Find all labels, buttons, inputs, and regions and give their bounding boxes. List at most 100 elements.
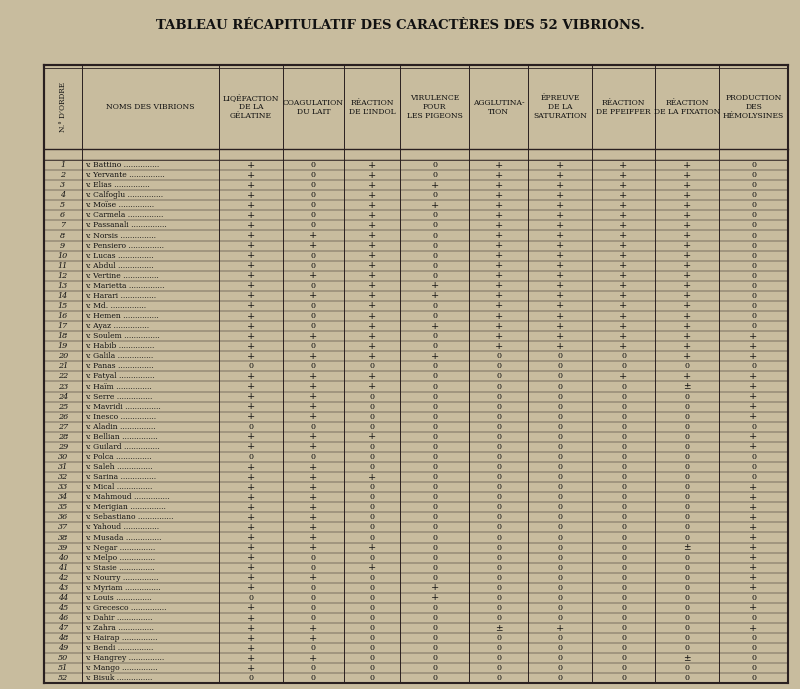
Text: 20: 20: [58, 352, 68, 360]
Text: 0: 0: [496, 644, 501, 652]
Text: +: +: [556, 241, 564, 250]
Text: 0: 0: [248, 362, 254, 371]
Text: 0: 0: [558, 564, 562, 572]
Text: 0: 0: [311, 423, 316, 431]
Text: 0: 0: [432, 473, 438, 481]
Text: 0: 0: [370, 443, 374, 451]
Text: 29: 29: [58, 443, 68, 451]
Text: 0: 0: [558, 473, 562, 481]
Text: 0: 0: [685, 513, 690, 522]
Text: 0: 0: [685, 402, 690, 411]
Text: 0: 0: [248, 675, 254, 683]
Text: 0: 0: [432, 644, 438, 652]
Text: 0: 0: [311, 594, 316, 602]
Text: 0: 0: [311, 342, 316, 350]
Text: v. Dahir ...............: v. Dahir ...............: [85, 614, 152, 622]
Text: 0: 0: [496, 675, 501, 683]
Text: +: +: [556, 281, 564, 290]
Text: v. Guilard ...............: v. Guilard ...............: [85, 443, 159, 451]
Text: 38: 38: [58, 533, 68, 542]
Text: 0: 0: [621, 362, 626, 371]
Text: +: +: [310, 503, 318, 512]
Text: 0: 0: [685, 594, 690, 602]
Text: RÉACTION
DE PFEIFFER: RÉACTION DE PFEIFFER: [596, 99, 651, 116]
Text: v. Md. ...............: v. Md. ...............: [85, 302, 146, 310]
Text: +: +: [619, 342, 628, 351]
Text: 51: 51: [58, 664, 68, 672]
Text: 0: 0: [558, 433, 562, 441]
Text: 32: 32: [58, 473, 68, 481]
Text: 0: 0: [311, 564, 316, 572]
Text: 0: 0: [621, 393, 626, 400]
Text: 0: 0: [621, 564, 626, 572]
Text: +: +: [556, 231, 564, 240]
Text: 31: 31: [58, 463, 68, 471]
Text: v. Harari ...............: v. Harari ...............: [85, 292, 156, 300]
Text: 0: 0: [685, 463, 690, 471]
Text: +: +: [750, 483, 758, 492]
Text: 0: 0: [751, 181, 756, 189]
Text: 0: 0: [496, 655, 501, 662]
Text: 0: 0: [685, 413, 690, 421]
Text: v. Merigian ...............: v. Merigian ...............: [85, 504, 166, 511]
Text: +: +: [683, 251, 691, 260]
Text: 0: 0: [432, 493, 438, 502]
Text: 0: 0: [558, 504, 562, 511]
Text: +: +: [246, 191, 255, 200]
Text: 0: 0: [370, 644, 374, 652]
Text: +: +: [246, 462, 255, 471]
Text: 0: 0: [432, 192, 438, 199]
Text: 0: 0: [621, 443, 626, 451]
Text: +: +: [246, 251, 255, 260]
Text: +: +: [750, 331, 758, 340]
Text: +: +: [750, 533, 758, 542]
Text: +: +: [556, 181, 564, 189]
Text: 0: 0: [685, 524, 690, 531]
Text: 0: 0: [432, 262, 438, 269]
Text: +: +: [619, 161, 628, 169]
Text: 41: 41: [58, 564, 68, 572]
Text: 0: 0: [496, 604, 501, 612]
Text: 0: 0: [621, 524, 626, 531]
Text: 0: 0: [496, 433, 501, 441]
Text: 0: 0: [432, 504, 438, 511]
Text: +: +: [619, 241, 628, 250]
Text: 0: 0: [248, 594, 254, 602]
Text: v. Battino ...............: v. Battino ...............: [85, 161, 159, 169]
Text: ÉPREUVE
DE LA
SATURATION: ÉPREUVE DE LA SATURATION: [533, 94, 587, 121]
Text: +: +: [246, 171, 255, 180]
Text: +: +: [368, 322, 376, 331]
Text: 0: 0: [432, 423, 438, 431]
Text: 36: 36: [58, 513, 68, 522]
Text: v. Mavridi ...............: v. Mavridi ...............: [85, 402, 161, 411]
Text: 0: 0: [751, 664, 756, 672]
Text: 0: 0: [496, 402, 501, 411]
Text: 0: 0: [432, 382, 438, 391]
Text: 0: 0: [311, 362, 316, 371]
Text: v. Moïse ...............: v. Moïse ...............: [85, 201, 154, 209]
Text: +: +: [310, 412, 318, 421]
Text: 0: 0: [621, 584, 626, 592]
Text: +: +: [619, 211, 628, 220]
Text: +: +: [310, 291, 318, 300]
Text: v. Lucas ...............: v. Lucas ...............: [85, 251, 154, 260]
Text: 0: 0: [621, 433, 626, 441]
Text: +: +: [246, 634, 255, 643]
Text: 0: 0: [558, 655, 562, 662]
Text: 49: 49: [58, 644, 68, 652]
Text: 0: 0: [685, 473, 690, 481]
Text: +: +: [246, 331, 255, 340]
Text: 0: 0: [685, 554, 690, 562]
Text: 0: 0: [432, 463, 438, 471]
Text: +: +: [368, 221, 376, 230]
Text: +: +: [310, 654, 318, 663]
Text: 0: 0: [432, 342, 438, 350]
Text: 0: 0: [311, 322, 316, 330]
Text: 0: 0: [621, 382, 626, 391]
Text: v. Soulem ...............: v. Soulem ...............: [85, 332, 159, 340]
Text: 0: 0: [432, 554, 438, 562]
Text: 0: 0: [496, 352, 501, 360]
Text: +: +: [310, 493, 318, 502]
Text: 44: 44: [58, 594, 68, 602]
Text: +: +: [494, 291, 502, 300]
